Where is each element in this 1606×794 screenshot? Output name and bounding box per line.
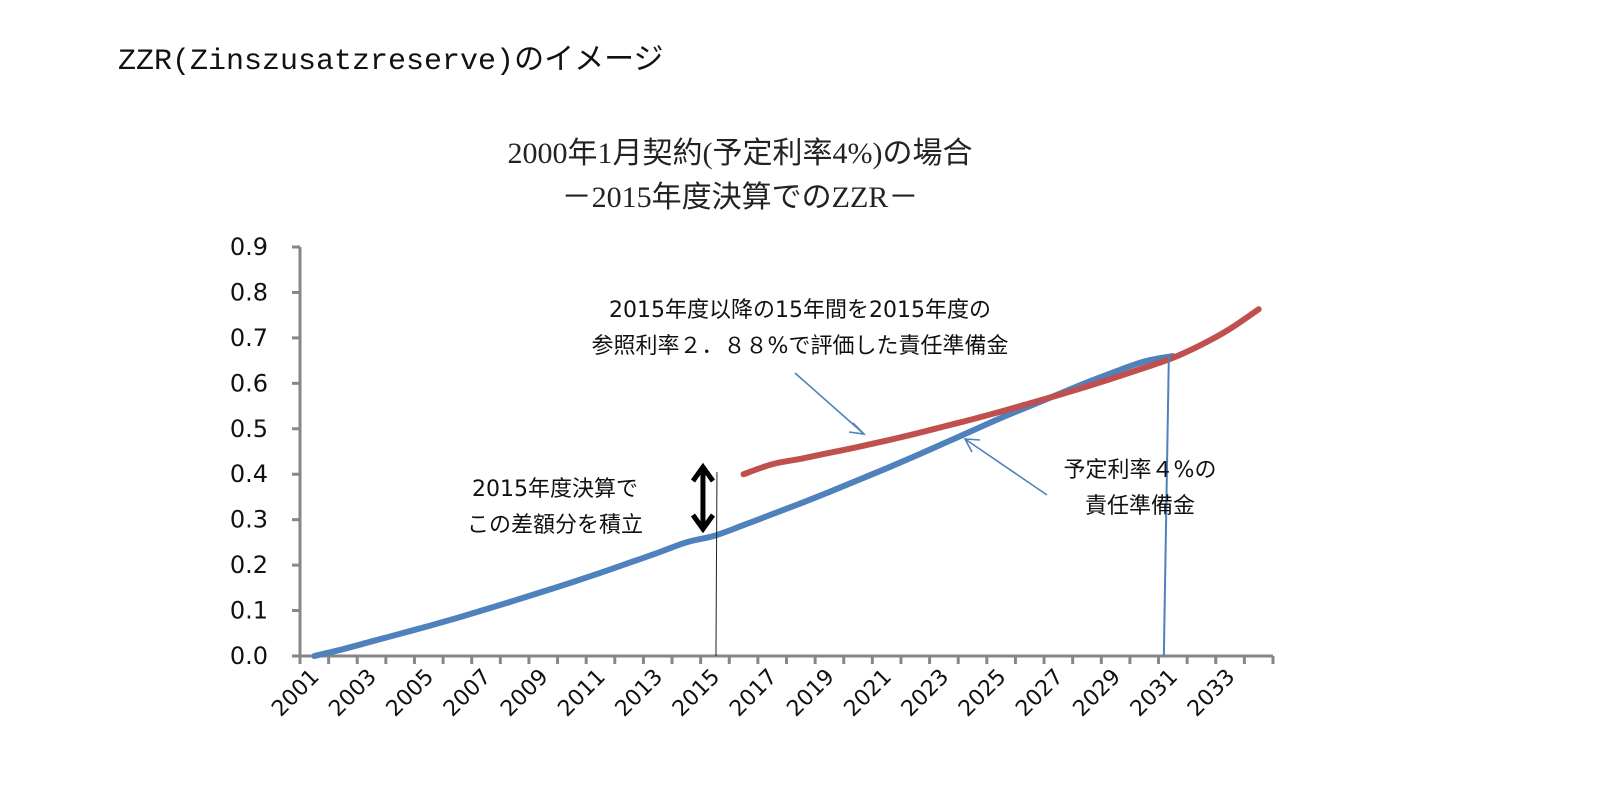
y-tick-label: 0.4 [230, 460, 268, 488]
x-tick-label: 2011 [553, 665, 610, 722]
series-line-red [740, 306, 1262, 478]
gap-marker-line [715, 471, 718, 657]
page-heading: ZZR(Zinszusatzreserve)のイメージ [118, 45, 664, 79]
double-arrow-head-down [690, 513, 715, 534]
annotation-blue-line-2: 責任準備金 [1084, 494, 1195, 519]
x-tick-label: 2023 [897, 665, 954, 722]
double-arrow-head-up [690, 462, 715, 483]
x-tick-label: 2019 [782, 665, 839, 722]
x-tick-label: 2025 [954, 665, 1011, 722]
annotation-gap-label: 2015年度決算で この差額分を積立 [440, 472, 670, 544]
annotation-blue-line-1: 予定利率４%の [1063, 458, 1217, 483]
x-tick-label: 2005 [382, 665, 439, 722]
x-tick-label: 2007 [439, 665, 496, 722]
annotation-arrow-blue-shaft [964, 438, 1048, 496]
x-tick-label: 2001 [267, 665, 324, 722]
annotation-gap-line-2: この差額分を積立 [466, 513, 643, 538]
x-tick-label: 2013 [611, 665, 668, 722]
chart-title-line-2: －2015年度決算でのZZR－ [561, 181, 919, 214]
annotation-arrow-blue-head [963, 438, 981, 453]
y-tick-label: 0.7 [230, 324, 268, 352]
x-tick-label: 2009 [496, 665, 553, 722]
x-tick-label: 2015 [668, 665, 725, 722]
x-tick-label: 2017 [725, 665, 782, 722]
x-tick-label: 2031 [1126, 665, 1183, 722]
annotation-red-line-2: 参照利率２．８８%で評価した責任準備金 [591, 334, 1009, 359]
y-tick-label: 0.1 [230, 597, 268, 625]
y-tick-label: 0.5 [230, 415, 268, 443]
y-tick-label: 0.0 [230, 642, 268, 670]
x-tick-label: 2021 [840, 665, 897, 722]
end-marker-line [1162, 356, 1170, 657]
x-tick-label: 2033 [1183, 665, 1240, 722]
x-tick-label: 2027 [1011, 665, 1068, 722]
annotation-arrow-red-head [848, 422, 867, 436]
x-tick-label: 2029 [1069, 665, 1126, 722]
x-tick-label: 2003 [325, 665, 382, 722]
y-tick-label: 0.3 [230, 506, 268, 534]
annotation-gap-line-1: 2015年度決算で [472, 477, 638, 502]
annotation-blue-label: 予定利率４%の 責任準備金 [1040, 453, 1240, 525]
y-tick-label: 0.9 [230, 233, 268, 261]
chart-title-line-1: 2000年1月契約(予定利率4%)の場合 [507, 137, 973, 170]
annotation-red-label: 2015年度以降の15年間を2015年度の 参照利率２．８８%で評価した責任準備… [560, 293, 1040, 365]
y-tick-label: 0.8 [230, 278, 268, 306]
y-tick-label: 0.6 [230, 369, 268, 397]
y-tick-label: 0.2 [230, 551, 268, 579]
annotation-red-line-1: 2015年度以降の15年間を2015年度の [609, 298, 991, 323]
annotation-arrow-red-shaft [794, 372, 865, 435]
